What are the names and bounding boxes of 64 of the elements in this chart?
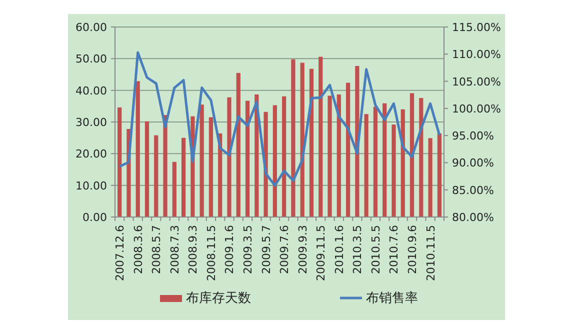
- bar: [291, 59, 296, 217]
- x-tick-label: 2010.11.5: [424, 225, 438, 281]
- y2-tick-label: 115.00%: [452, 21, 501, 34]
- bar: [419, 98, 424, 217]
- bar: [144, 121, 150, 217]
- y-tick-label: 40.00: [76, 84, 107, 98]
- x-tick-label: 2010.9.6: [406, 225, 420, 274]
- bar: [328, 96, 332, 217]
- bar: [410, 93, 414, 217]
- bar: [136, 81, 140, 217]
- y-tick-label: 30.00: [76, 116, 107, 129]
- y2-tick-label: 90.00%: [452, 156, 494, 170]
- x-tick-label: 2009.3.5: [242, 225, 255, 274]
- y2-tick-label: 80.00%: [452, 211, 494, 224]
- x-tick-label: 2010.5.5: [369, 225, 382, 274]
- legend-label: 布库存天数: [186, 291, 251, 306]
- bar: [200, 104, 204, 217]
- bar: [373, 106, 378, 217]
- bar: [236, 72, 240, 217]
- bar: [428, 138, 432, 217]
- bar: [392, 124, 396, 217]
- y-tick-label: 50.00: [76, 52, 107, 66]
- x-tick-label: 2008.11.5: [204, 225, 218, 281]
- x-tick-label: 2007.12.6: [114, 225, 127, 281]
- bar: [382, 103, 387, 217]
- bar: [364, 114, 368, 217]
- y2-tick-label: 85.00%: [452, 184, 494, 197]
- y2-tick-label: 100.00%: [452, 102, 501, 116]
- bar: [309, 68, 314, 217]
- bar: [346, 82, 350, 217]
- x-tick-label: 2009.5.7: [260, 225, 273, 274]
- bar: [172, 162, 176, 217]
- bar: [400, 109, 405, 217]
- bar: [163, 115, 168, 217]
- x-tick-label: 2009.7.6: [278, 225, 292, 274]
- bar: [437, 133, 442, 217]
- legend-label: 布销售率: [366, 290, 418, 306]
- x-tick-label: 2008.3.6: [132, 225, 145, 274]
- bar: [227, 97, 232, 217]
- x-tick-label: 2010.3.5: [351, 225, 364, 274]
- bar: [318, 56, 323, 217]
- y2-tick-label: 95.00%: [452, 130, 494, 143]
- bar: [336, 94, 341, 217]
- y-tick-label: 20.00: [76, 148, 107, 161]
- bar: [272, 105, 277, 217]
- bar: [118, 107, 122, 217]
- y-tick-label: 10.00: [76, 179, 107, 192]
- x-tick-label: 2009.1.6: [223, 225, 236, 274]
- y-tick-label: 60.00: [76, 21, 107, 34]
- x-tick-label: 2008.7.3: [168, 225, 182, 274]
- bar: [181, 138, 186, 217]
- bar: [154, 135, 158, 217]
- x-tick-label: 2008.5.7: [150, 225, 164, 274]
- x-tick-label: 2009.9.3: [296, 225, 310, 274]
- bar: [245, 100, 250, 217]
- bar: [282, 96, 286, 217]
- y2-tick-label: 105.00%: [452, 75, 501, 88]
- bar: [208, 117, 214, 217]
- x-tick-label: 2008.9.3: [186, 225, 200, 274]
- y2-tick-label: 110.00%: [452, 48, 501, 62]
- y-tick-label: 0.00: [82, 211, 107, 224]
- x-tick-label: 2010.1.6: [332, 225, 346, 274]
- x-tick-label: 2010.7.6: [388, 225, 401, 274]
- x-tick-label: 2009.11.5: [314, 225, 328, 281]
